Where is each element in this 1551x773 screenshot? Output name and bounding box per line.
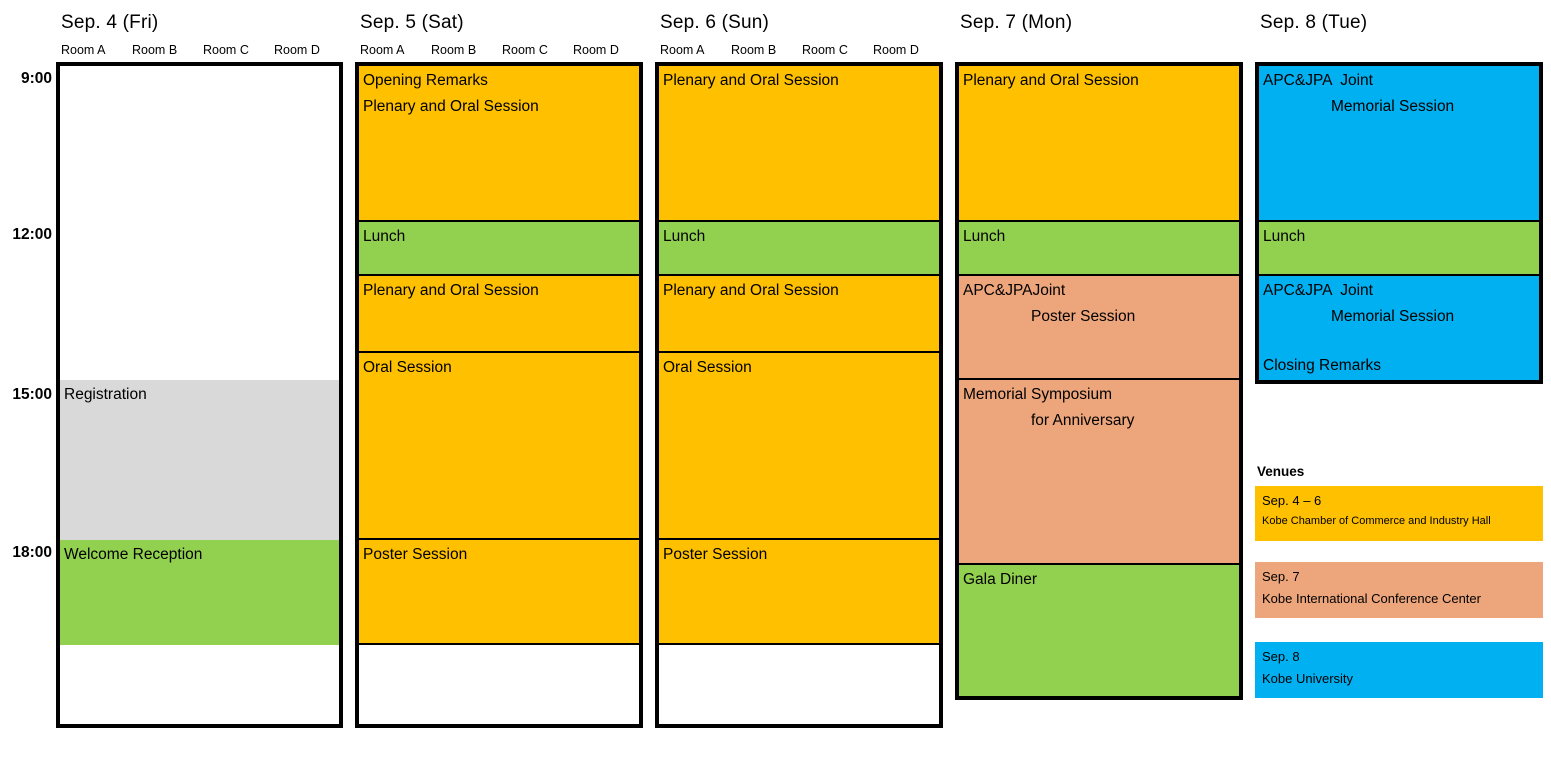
event-label: Registration	[64, 386, 147, 403]
event-label: Opening Remarks	[363, 72, 488, 89]
venue-name: Kobe International Conference Center	[1262, 591, 1481, 606]
event-label: APC&JPAJoint	[963, 282, 1066, 299]
venue-name: Kobe University	[1262, 671, 1354, 686]
room-header-row-sep-4: Room A Room B Room C Room D	[58, 43, 342, 57]
room-label: Room B	[431, 43, 477, 57]
event-label: Plenary and Oral Session	[963, 72, 1139, 89]
event-label: APC&JPA Joint	[1263, 72, 1373, 89]
event-label: for Anniversary	[1031, 412, 1135, 429]
venue-name: Kobe Chamber of Commerce and Industry Ha…	[1262, 515, 1491, 527]
event-block-lunch: Lunch	[959, 222, 1239, 276]
venue-dates: Sep. 7	[1262, 569, 1300, 584]
event-label: Memorial Session	[1331, 98, 1455, 115]
event-block-plenary-oral: Plenary and Oral Session	[659, 276, 939, 353]
day-title-sep-8: Sep. 8 (Tue)	[1260, 12, 1368, 33]
day-column-sep-7: Plenary and Oral Session Lunch APC&JPAJo…	[955, 62, 1243, 700]
event-block-gala-diner: Gala Diner	[959, 565, 1239, 696]
room-label: Room C	[502, 43, 548, 57]
venue-item-sep-7: Sep. 7 Kobe International Conference Cen…	[1255, 562, 1543, 618]
event-block-oral-session: Oral Session	[659, 353, 939, 540]
event-label: Oral Session	[663, 359, 752, 376]
room-label: Room D	[873, 43, 919, 57]
event-label: Memorial Symposium	[963, 386, 1113, 403]
event-label: Poster Session	[363, 546, 468, 563]
day-column-sep-8: APC&JPA Joint Memorial Session Lunch APC…	[1255, 62, 1543, 384]
day-column-sep-5: Opening Remarks Plenary and Oral Session…	[355, 62, 643, 728]
day-title-sep-5: Sep. 5 (Sat)	[360, 12, 464, 33]
event-label: APC&JPA Joint	[1263, 282, 1373, 299]
event-label: Plenary and Oral Session	[663, 72, 839, 89]
room-label: Room A	[660, 43, 705, 57]
event-block-memorial-symposium: Memorial Symposium for Anniversary	[959, 380, 1239, 565]
event-label: Memorial Session	[1331, 308, 1455, 325]
time-label: 15:00	[12, 386, 52, 403]
room-label: Room A	[61, 43, 106, 57]
event-label: Poster Session	[663, 546, 768, 563]
room-label: Room C	[802, 43, 848, 57]
venue-item-sep-4-6: Sep. 4 – 6 Kobe Chamber of Commerce and …	[1255, 486, 1543, 541]
day-title-sep-4: Sep. 4 (Fri)	[61, 12, 159, 33]
event-label: Lunch	[663, 228, 706, 245]
room-label: Room B	[132, 43, 178, 57]
event-label: Oral Session	[363, 359, 452, 376]
time-label: 12:00	[12, 226, 52, 243]
room-label: Room B	[731, 43, 777, 57]
room-label: Room C	[203, 43, 249, 57]
event-label: Plenary and Oral Session	[363, 98, 539, 115]
venue-dates: Sep. 4 – 6	[1262, 493, 1322, 508]
event-block-memorial-session-am: APC&JPA Joint Memorial Session	[1259, 66, 1539, 222]
event-label: Poster Session	[1031, 308, 1136, 325]
event-block-joint-poster-session: APC&JPAJoint Poster Session	[959, 276, 1239, 380]
room-header-row-sep-6: Room A Room B Room C Room D	[657, 43, 941, 57]
room-label: Room A	[360, 43, 405, 57]
event-block-registration: Registration	[60, 380, 339, 540]
room-label: Room D	[573, 43, 619, 57]
day-column-sep-6: Plenary and Oral Session Lunch Plenary a…	[655, 62, 943, 728]
event-label: Welcome Reception	[64, 546, 203, 563]
event-block-poster-session: Poster Session	[359, 540, 639, 645]
event-label: Lunch	[363, 228, 406, 245]
event-label: Lunch	[1263, 228, 1306, 245]
event-block-lunch: Lunch	[1259, 222, 1539, 276]
event-block-welcome-reception: Welcome Reception	[60, 540, 339, 645]
day-column-sep-4: Registration Welcome Reception	[56, 62, 343, 728]
event-label: Plenary and Oral Session	[663, 282, 839, 299]
venues-heading: Venues	[1257, 464, 1305, 479]
room-header-row-sep-5: Room A Room B Room C Room D	[357, 43, 641, 57]
day-title-sep-7: Sep. 7 (Mon)	[960, 12, 1073, 33]
event-block-opening-plenary: Opening Remarks Plenary and Oral Session	[359, 66, 639, 222]
room-label: Room D	[274, 43, 320, 57]
event-block-lunch: Lunch	[359, 222, 639, 276]
event-block-oral-session: Oral Session	[359, 353, 639, 540]
venue-dates: Sep. 8	[1262, 649, 1300, 664]
time-label: 18:00	[12, 544, 52, 561]
event-label: Gala Diner	[963, 571, 1038, 588]
event-block-plenary-oral: Plenary and Oral Session	[359, 276, 639, 353]
event-block-poster-session: Poster Session	[659, 540, 939, 645]
event-label: Plenary and Oral Session	[363, 282, 539, 299]
event-block-lunch: Lunch	[659, 222, 939, 276]
event-block-plenary-oral: Plenary and Oral Session	[959, 66, 1239, 222]
event-label-closing-remarks: Closing Remarks	[1263, 357, 1382, 374]
event-block-memorial-session-pm: APC&JPA Joint Memorial Session Closing R…	[1259, 276, 1539, 380]
day-title-sep-6: Sep. 6 (Sun)	[660, 12, 770, 33]
event-label: Lunch	[963, 228, 1006, 245]
event-block-plenary-oral: Plenary and Oral Session	[659, 66, 939, 222]
time-label: 9:00	[20, 70, 52, 87]
venue-item-sep-8: Sep. 8 Kobe University	[1255, 642, 1543, 698]
